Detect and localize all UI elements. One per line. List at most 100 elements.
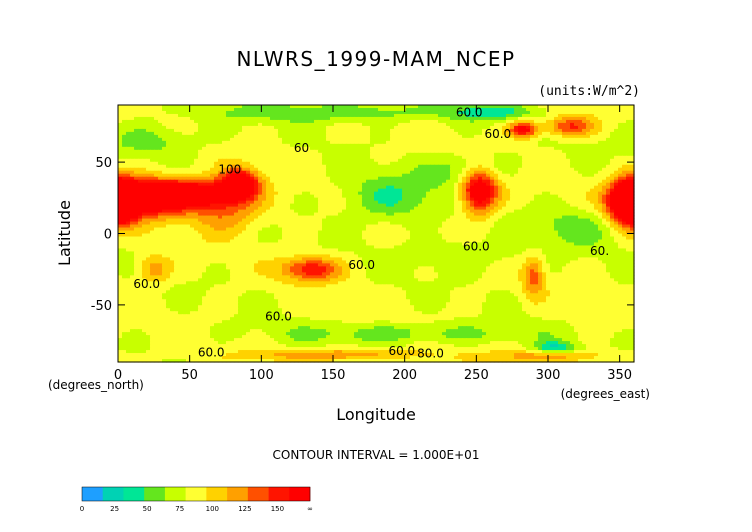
heatmap-cell [614, 125, 619, 130]
heatmap-cell [546, 122, 551, 127]
heatmap-cell [174, 161, 179, 166]
heatmap-cell [338, 164, 343, 169]
heatmap-cell [118, 173, 123, 178]
heatmap-cell [530, 215, 535, 220]
heatmap-cell [490, 125, 495, 130]
heatmap-cell [198, 200, 203, 205]
heatmap-cell [530, 125, 535, 130]
heatmap-cell [442, 218, 447, 223]
heatmap-cell [422, 110, 427, 115]
heatmap-cell [286, 164, 291, 169]
heatmap-cell [266, 215, 271, 220]
heatmap-cell [326, 128, 331, 133]
heatmap-cell [378, 164, 383, 169]
heatmap-cell [290, 185, 295, 190]
heatmap-cell [294, 140, 299, 145]
heatmap-cell [178, 143, 183, 148]
heatmap-cell [190, 137, 195, 142]
heatmap-cell [182, 167, 187, 172]
heatmap-cell [446, 218, 451, 223]
heatmap-cell [474, 215, 479, 220]
heatmap-cell [342, 161, 347, 166]
heatmap-cell [186, 203, 191, 208]
heatmap-cell [198, 215, 203, 220]
heatmap-cell [346, 122, 351, 127]
heatmap-cell [450, 179, 455, 184]
heatmap-cell [298, 152, 303, 157]
heatmap-cell [138, 152, 143, 157]
heatmap-cell [598, 191, 603, 196]
heatmap-cell [630, 110, 635, 115]
heatmap-cell [386, 185, 391, 190]
heatmap-cell [178, 170, 183, 175]
heatmap-cell [210, 152, 215, 157]
heatmap-cell [162, 155, 167, 160]
heatmap-cell [438, 215, 443, 220]
heatmap-cell [406, 176, 411, 181]
heatmap-cell [606, 146, 611, 151]
heatmap-cell [402, 197, 407, 202]
heatmap-cell [478, 185, 483, 190]
heatmap-cell [390, 218, 395, 223]
heatmap-cell [170, 113, 175, 118]
heatmap-cell [550, 113, 555, 118]
heatmap-cell [398, 209, 403, 214]
heatmap-cell [286, 131, 291, 136]
heatmap-cell [554, 161, 559, 166]
heatmap-cell [558, 110, 563, 115]
heatmap-cell [358, 218, 363, 223]
heatmap-cell [262, 197, 267, 202]
heatmap-cell [558, 197, 563, 202]
heatmap-cell [210, 194, 215, 199]
heatmap-cell [426, 125, 431, 130]
heatmap-cell [394, 170, 399, 175]
heatmap-cell [610, 179, 615, 184]
heatmap-cell [230, 200, 235, 205]
heatmap-cell [286, 149, 291, 154]
heatmap-cell [214, 203, 219, 208]
heatmap-cell [338, 119, 343, 124]
heatmap-cell [626, 113, 631, 118]
heatmap-cell [462, 176, 467, 181]
heatmap-cell [534, 176, 539, 181]
heatmap-cell [218, 203, 223, 208]
heatmap-cell [622, 161, 627, 166]
heatmap-cell [442, 155, 447, 160]
heatmap-cell [562, 137, 567, 142]
heatmap-cell [266, 173, 271, 178]
heatmap-cell [582, 161, 587, 166]
heatmap-cell [290, 218, 295, 223]
heatmap-cell [322, 105, 327, 109]
heatmap-cell [338, 146, 343, 151]
heatmap-cell [618, 140, 623, 145]
heatmap-cell [234, 170, 239, 175]
heatmap-cell [590, 134, 595, 139]
heatmap-cell [402, 191, 407, 196]
heatmap-cell [522, 197, 527, 202]
heatmap-cell [410, 176, 415, 181]
heatmap-cell [574, 197, 579, 202]
heatmap-cell [406, 194, 411, 199]
heatmap-cell [622, 206, 627, 211]
heatmap-cell [302, 131, 307, 136]
heatmap-cell [394, 191, 399, 196]
heatmap-cell [526, 170, 531, 175]
heatmap-cell [538, 105, 543, 109]
heatmap-cell [574, 188, 579, 193]
heatmap-cell [454, 170, 459, 175]
heatmap-cell [498, 143, 503, 148]
heatmap-cell [606, 197, 611, 202]
heatmap-cell [586, 176, 591, 181]
heatmap-cell [294, 122, 299, 127]
heatmap-cell [202, 107, 207, 112]
heatmap-cell [490, 149, 495, 154]
heatmap-cell [118, 131, 123, 136]
heatmap-cell [266, 176, 271, 181]
heatmap-cell [138, 140, 143, 145]
heatmap-cell [206, 137, 211, 142]
heatmap-cell [278, 209, 283, 214]
heatmap-cell [250, 113, 255, 118]
heatmap-cell [602, 146, 607, 151]
heatmap-cell [386, 164, 391, 169]
heatmap-cell [610, 140, 615, 145]
